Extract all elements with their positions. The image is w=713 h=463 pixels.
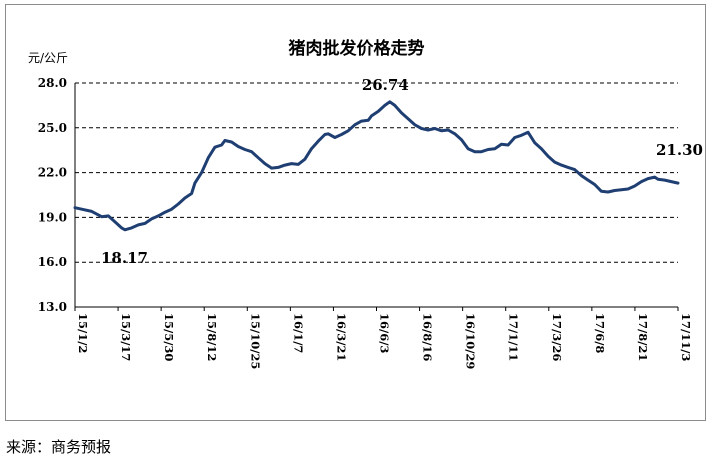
x-tick-label: 15/10/25 (248, 313, 262, 369)
y-tick-label: 13.0 (38, 300, 67, 314)
x-tick-label: 16/1/7 (291, 313, 305, 353)
price-series-line (73, 100, 680, 232)
data-label-18-17: 18.17 (101, 249, 148, 267)
chart-title: 猪肉批发价格走势 (288, 39, 425, 59)
y-axis-unit-label: 元/公斤 (28, 51, 69, 65)
y-tick-label: 19.0 (38, 210, 67, 224)
x-tick-label: 15/1/2 (76, 313, 90, 353)
source-note: 来源：商务预报 (6, 438, 112, 456)
y-tick-label: 16.0 (38, 255, 67, 269)
data-label-26-74: 26.74 (362, 76, 409, 94)
x-tick-label: 16/3/21 (334, 313, 348, 361)
chart-frame (5, 4, 706, 421)
x-tick-label: 15/5/30 (162, 313, 176, 361)
y-tick-label: 25.0 (38, 121, 67, 135)
y-tick-label: 22.0 (38, 166, 67, 180)
x-tick-label: 17/11/3 (679, 313, 693, 361)
x-tick-label: 15/3/17 (119, 313, 133, 361)
x-tick-label: 16/6/3 (378, 313, 392, 353)
data-label-21-30: 21.30 (656, 141, 703, 159)
x-tick-label: 16/8/16 (421, 313, 435, 361)
x-tick-label: 17/3/26 (550, 313, 564, 361)
x-tick-label: 16/10/29 (464, 313, 478, 369)
x-tick-label: 17/8/21 (636, 313, 650, 361)
y-tick-label: 28.0 (38, 76, 67, 90)
x-tick-label: 15/8/12 (205, 313, 219, 361)
x-tick-label: 17/6/8 (593, 313, 607, 353)
x-tick-label: 17/1/11 (507, 313, 521, 361)
